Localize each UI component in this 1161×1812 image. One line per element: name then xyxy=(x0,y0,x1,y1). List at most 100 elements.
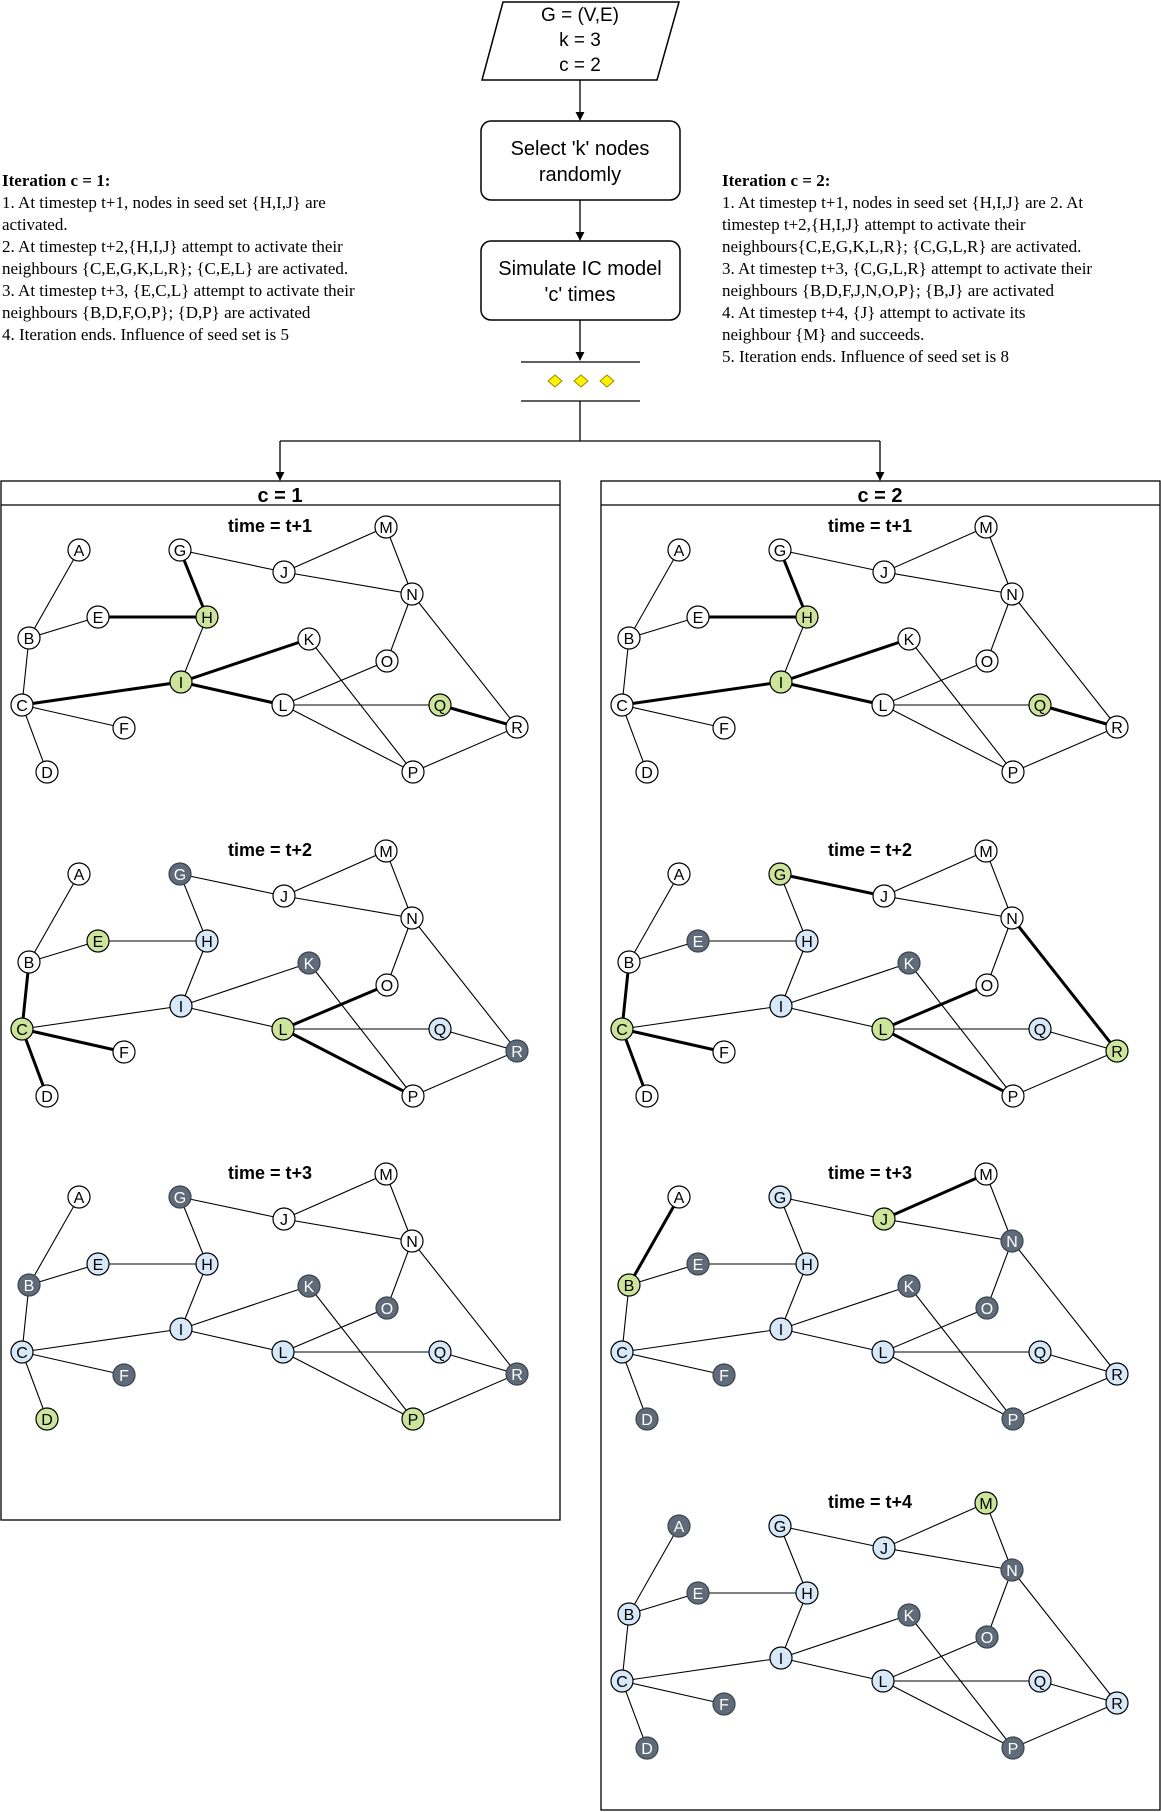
node-P-active: P xyxy=(401,1407,425,1431)
edge-G-J xyxy=(779,1196,885,1220)
svg-text:G: G xyxy=(174,543,186,560)
node-J-active: J xyxy=(872,1207,896,1231)
edge-Q-R xyxy=(1039,1028,1118,1052)
node-I-active: I xyxy=(169,670,193,694)
svg-text:Q: Q xyxy=(434,1345,446,1362)
node-C-inactive: C xyxy=(610,693,634,717)
svg-text:E: E xyxy=(693,1257,704,1274)
node-B-inactive: B xyxy=(17,626,41,650)
svg-text:P: P xyxy=(408,1089,419,1106)
svg-text:F: F xyxy=(719,721,729,738)
node-C-visited: C xyxy=(610,1340,634,1364)
edge-A-B xyxy=(628,873,680,963)
edge-G-H xyxy=(779,1196,808,1265)
edge-H-I xyxy=(180,616,208,683)
svg-text:N: N xyxy=(406,1234,418,1251)
edge-J-N xyxy=(883,1547,1013,1571)
edge-G-H xyxy=(179,1196,208,1265)
edge-C-D-attempt xyxy=(620,1028,649,1097)
edge-B-E xyxy=(28,1263,99,1286)
edge-H-I xyxy=(180,1263,208,1330)
svg-text:B: B xyxy=(24,955,35,972)
node-M-inactive: M xyxy=(374,1162,398,1186)
svg-text:R: R xyxy=(1111,1696,1123,1713)
node-G-failed: G xyxy=(168,862,192,886)
svg-text:P: P xyxy=(1008,1089,1019,1106)
node-N-inactive: N xyxy=(400,1229,424,1253)
node-N-inactive: N xyxy=(400,906,424,930)
svg-text:N: N xyxy=(1006,1234,1018,1251)
svg-text:H: H xyxy=(801,934,813,951)
svg-text:C: C xyxy=(616,698,628,715)
svg-text:O: O xyxy=(981,654,993,671)
input-line-c: c = 2 xyxy=(559,55,601,76)
svg-text:K: K xyxy=(304,1279,315,1296)
svg-text:A: A xyxy=(74,543,85,560)
svg-text:F: F xyxy=(119,1045,129,1062)
node-G-visited: G xyxy=(768,1185,792,1209)
edge-B-E xyxy=(628,1263,699,1286)
node-B-inactive: B xyxy=(617,950,641,974)
node-K-failed: K xyxy=(297,951,321,975)
note-line: 5. Iteration ends. Influence of seed set… xyxy=(722,347,1010,366)
edge-L-P-attempt xyxy=(882,1027,1014,1098)
node-N-failed: N xyxy=(1000,1558,1024,1582)
svg-text:F: F xyxy=(719,1697,729,1714)
node-A-inactive: A xyxy=(667,1185,691,1209)
svg-text:J: J xyxy=(880,1541,888,1558)
svg-text:Q: Q xyxy=(1034,1022,1046,1039)
edge-B-E xyxy=(28,616,99,639)
panel-c1-title: c = 1 xyxy=(257,485,302,507)
svg-text:I: I xyxy=(179,1322,183,1339)
svg-text:G: G xyxy=(774,1519,786,1536)
edge-C-D xyxy=(21,1351,48,1420)
note-line: neighbours {B,D,F,J,N,O,P}; {B,J} are ac… xyxy=(722,281,1055,300)
svg-text:M: M xyxy=(979,1496,992,1513)
svg-text:H: H xyxy=(201,1257,213,1274)
svg-text:G: G xyxy=(774,1190,786,1207)
svg-text:F: F xyxy=(119,721,129,738)
edge-H-I xyxy=(780,940,808,1007)
node-F-failed: F xyxy=(712,1363,736,1387)
node-D-inactive: D xyxy=(635,760,659,784)
node-L-inactive: L xyxy=(871,693,895,717)
edge-N-O xyxy=(986,593,1013,662)
svg-text:F: F xyxy=(719,1368,729,1385)
time-label: time = t+1 xyxy=(228,516,312,536)
node-I-visited: I xyxy=(769,1646,793,1670)
note-line: 1. At timestep t+1, nodes in seed set {H… xyxy=(2,193,326,212)
edge-M-N xyxy=(385,850,413,919)
node-R-failed: R xyxy=(505,1362,529,1386)
node-R-inactive: R xyxy=(505,715,529,739)
input-line-graph: G = (V,E) xyxy=(541,5,619,26)
node-J-inactive: J xyxy=(272,1207,296,1231)
edge-M-N xyxy=(385,1173,413,1242)
edge-B-E xyxy=(628,1592,699,1615)
node-A-inactive: A xyxy=(67,862,91,886)
svg-text:J: J xyxy=(280,565,288,582)
time-label: time = t+3 xyxy=(828,1163,912,1183)
svg-text:B: B xyxy=(24,631,35,648)
svg-text:G: G xyxy=(774,867,786,884)
edge-P-R xyxy=(412,726,518,773)
edge-I-L xyxy=(780,1005,884,1030)
edge-I-K xyxy=(780,962,910,1007)
svg-text:C: C xyxy=(16,1022,28,1039)
node-L-active: L xyxy=(871,1017,895,1041)
graph-frame-c2-t4: time = t+4 A B C D E F G H I J K L M N O P Q R xyxy=(610,1491,1129,1760)
node-F-inactive: F xyxy=(712,716,736,740)
node-J-inactive: J xyxy=(872,884,896,908)
edge-C-I-attempt xyxy=(621,680,782,707)
svg-text:O: O xyxy=(381,1301,393,1318)
svg-text:G: G xyxy=(174,1190,186,1207)
node-A-inactive: A xyxy=(67,1185,91,1209)
edge-C-F xyxy=(621,1680,725,1705)
node-D-active: D xyxy=(35,1407,59,1431)
panel-c1: c = 1 xyxy=(0,480,561,1521)
node-K-failed: K xyxy=(897,1274,921,1298)
node-O-inactive: O xyxy=(375,973,399,997)
node-K-failed: K xyxy=(897,951,921,975)
edge-B-E xyxy=(628,940,699,963)
node-B-inactive: B xyxy=(617,626,641,650)
svg-text:A: A xyxy=(674,1519,685,1536)
